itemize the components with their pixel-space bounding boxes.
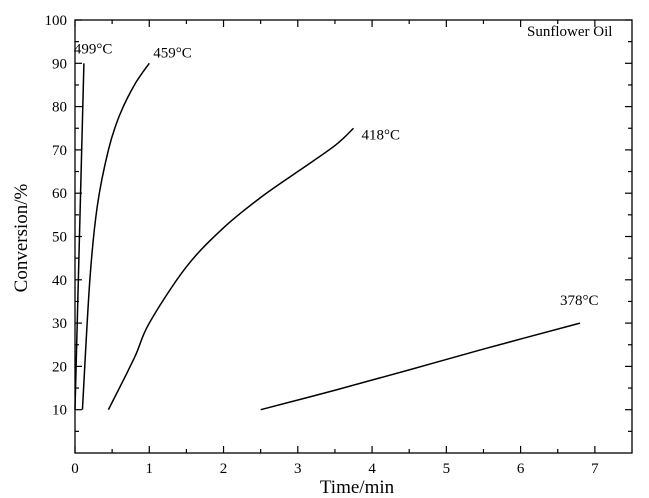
plot-frame	[74, 19, 633, 454]
y-tick-label: 20	[52, 359, 67, 375]
series-line-499c	[74, 63, 85, 410]
y-tick-label: 80	[52, 100, 67, 116]
x-axis-title: Time/min	[320, 477, 395, 498]
series-label: 418°C	[362, 127, 401, 143]
x-tick-label: 7	[591, 461, 599, 477]
x-tick-label: 3	[294, 461, 302, 477]
x-tick-label: 4	[368, 461, 376, 477]
x-tick-label: 5	[443, 461, 451, 477]
y-tick-label: 90	[52, 56, 67, 72]
y-tick-label: 40	[52, 273, 67, 289]
y-tick-label: 100	[45, 13, 68, 29]
series-line-418c	[107, 127, 355, 411]
x-tick-label: 0	[71, 461, 79, 477]
y-tick-label: 10	[52, 403, 67, 419]
series-label: 459°C	[153, 45, 192, 61]
y-tick-label: 30	[52, 316, 67, 332]
axes	[74, 19, 633, 454]
series-labels: 499°C 459°C 418°C 378°C	[74, 41, 599, 309]
series-line-459c	[81, 62, 150, 410]
series-line-378c	[260, 322, 581, 411]
series-label: 378°C	[560, 293, 599, 309]
y-axis-title: Conversion/%	[11, 183, 32, 292]
y-tick-label: 50	[52, 230, 67, 246]
y-tick-label: 60	[52, 186, 67, 202]
ticks: 0 1 2 3 4 5 6 7 10 20 30 40 50 60 70 80 90 100	[45, 13, 632, 477]
x-tick-label: 6	[517, 461, 525, 477]
chart-annotation: Sunflower Oil	[527, 24, 612, 40]
y-tick-label: 70	[52, 143, 67, 159]
x-tick-label: 1	[146, 461, 154, 477]
x-tick-label: 2	[220, 461, 228, 477]
series-label: 499°C	[74, 41, 113, 57]
series-lines	[74, 62, 581, 411]
